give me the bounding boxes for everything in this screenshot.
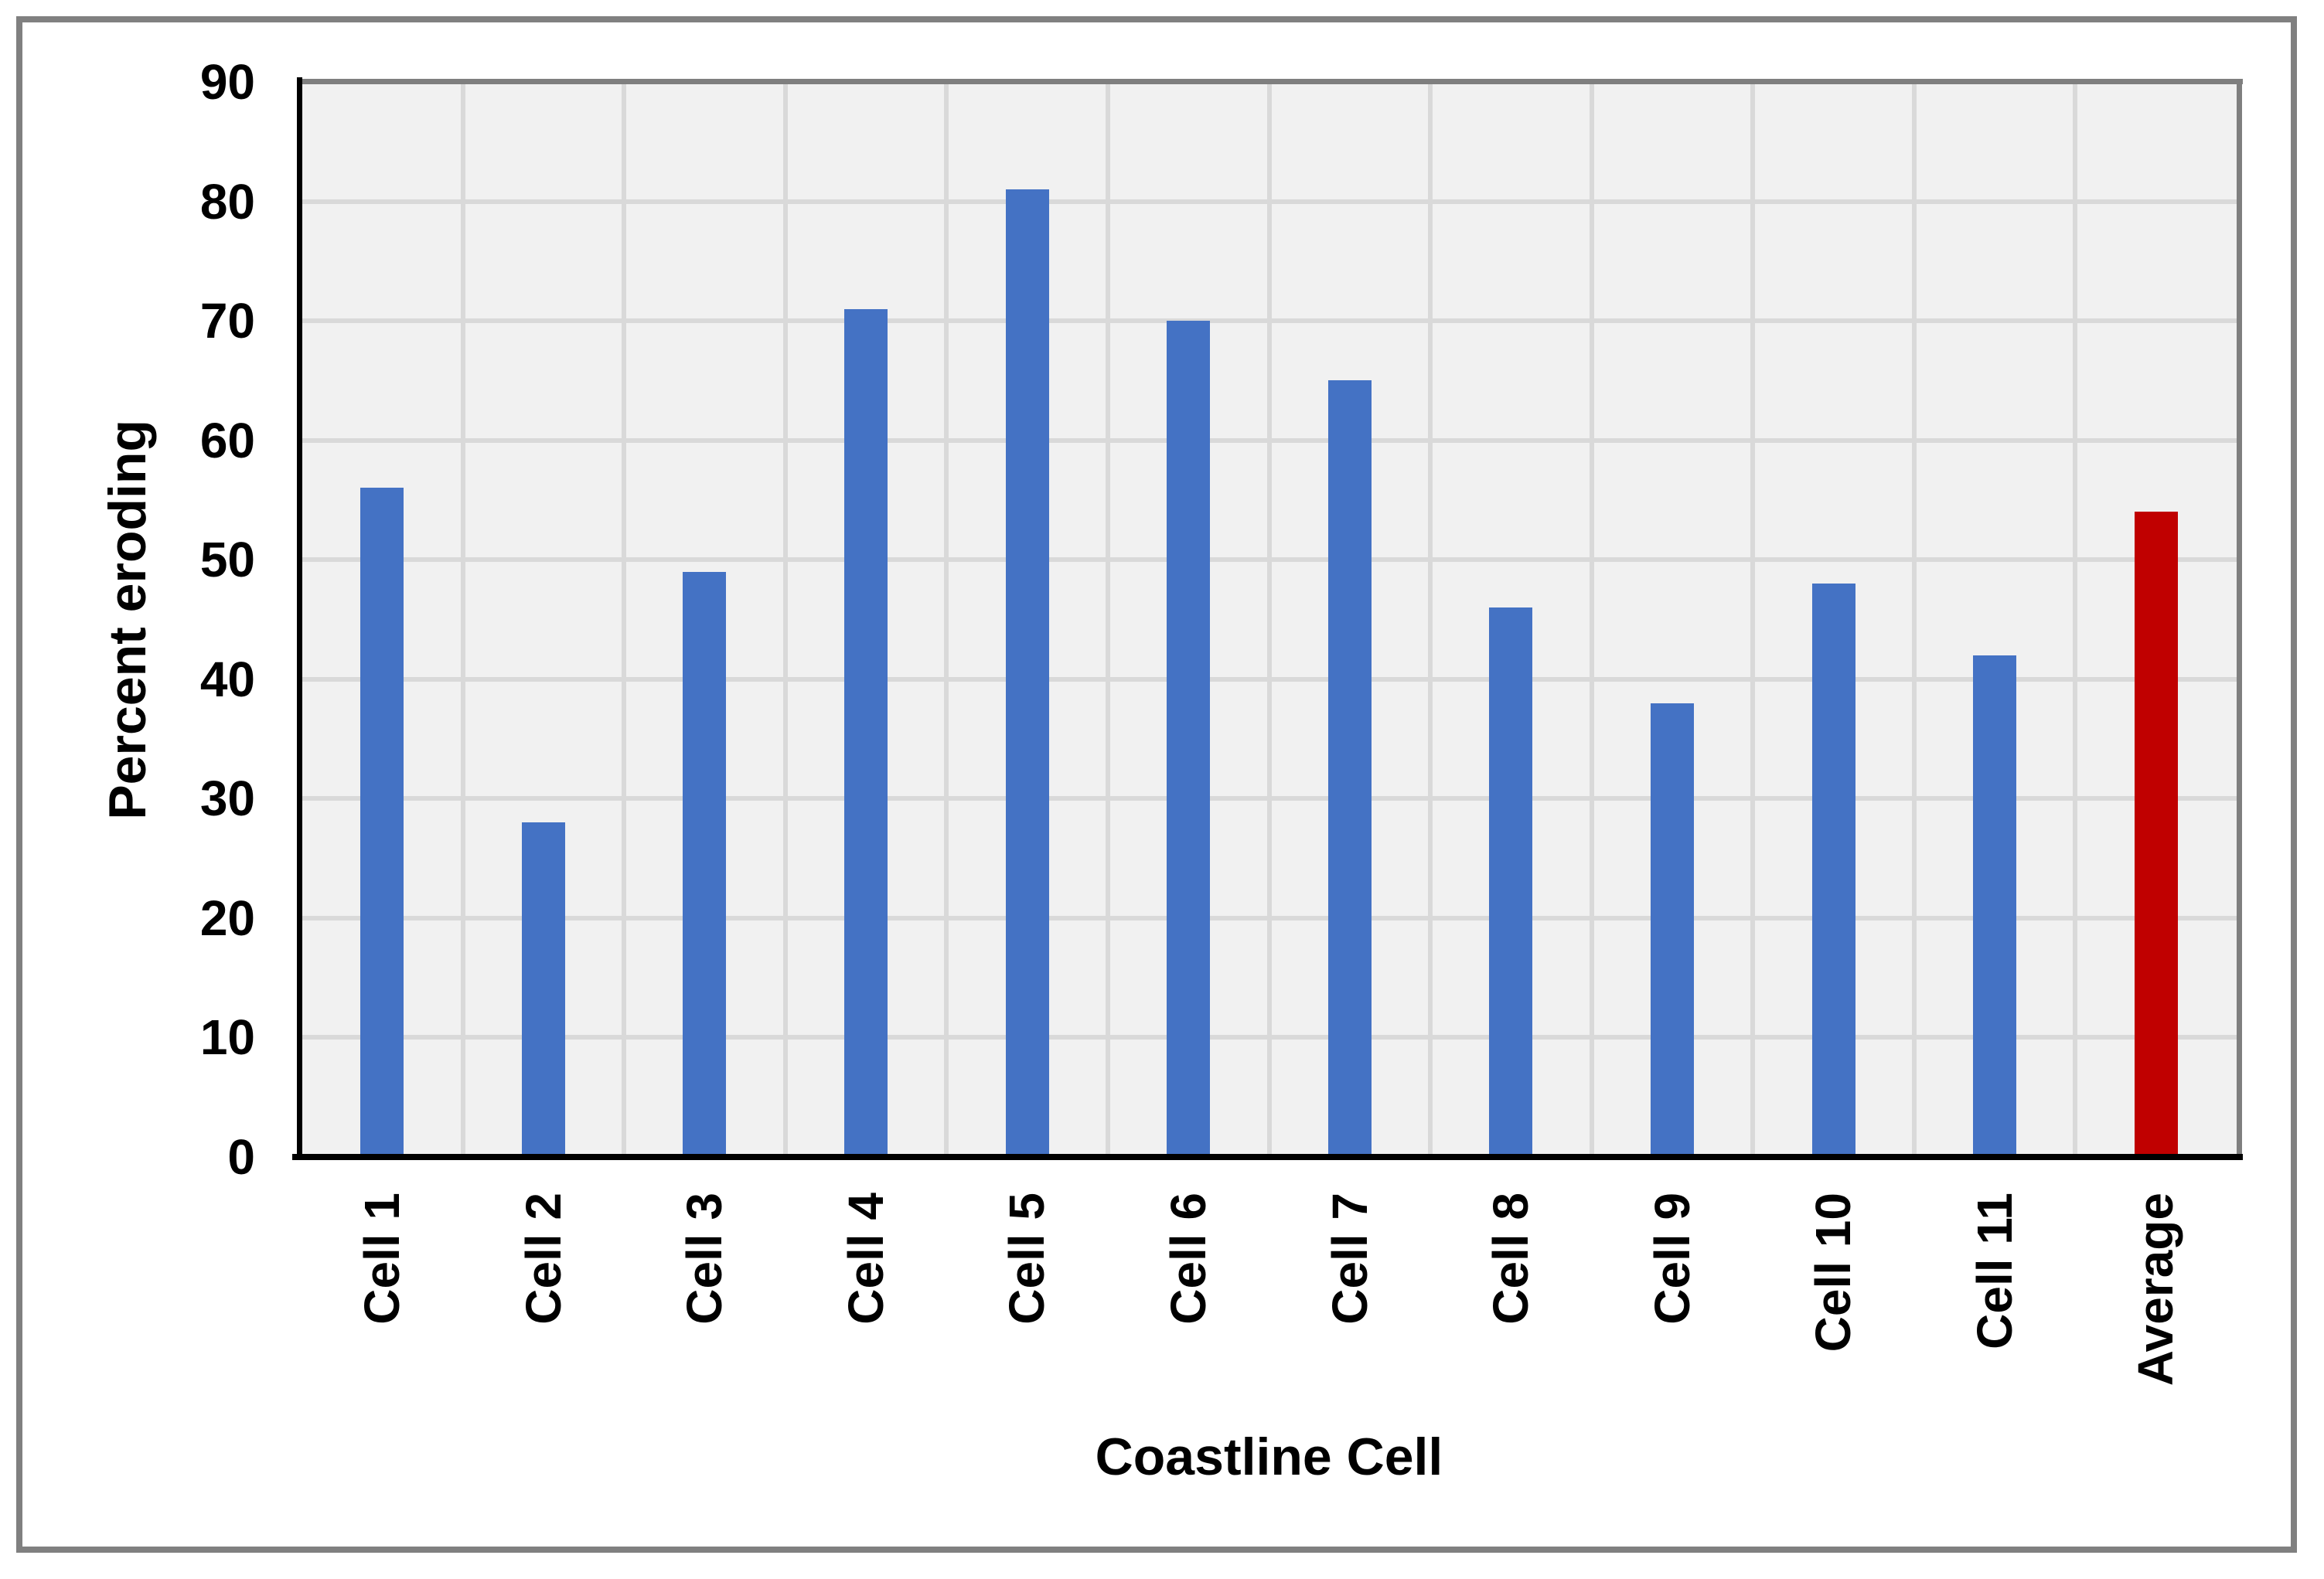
y-axis-title: Percent eroding <box>98 419 157 820</box>
bar-cell-10 <box>1812 584 1855 1157</box>
y-axis-line <box>297 77 302 1160</box>
v-gridline <box>461 82 465 1157</box>
v-gridline <box>2073 82 2077 1157</box>
bar-cell-8 <box>1489 607 1532 1157</box>
v-gridline <box>1267 82 1272 1157</box>
x-tick-label: Cell 1 <box>354 1193 411 1325</box>
y-tick-label: 80 <box>199 174 255 230</box>
x-tick-label: Cell 11 <box>1966 1193 2022 1349</box>
x-tick-label: Cell 3 <box>676 1193 733 1325</box>
v-gridline <box>622 82 626 1157</box>
x-tick-label: Cell 5 <box>999 1193 1055 1325</box>
y-tick-label: 60 <box>199 413 255 468</box>
bar-cell-7 <box>1328 380 1372 1157</box>
bar-cell-5 <box>1006 189 1049 1157</box>
v-gridline <box>1912 82 1917 1157</box>
bar-cell-6 <box>1167 321 1210 1157</box>
v-gridline <box>944 82 949 1157</box>
plot-top-border <box>300 79 2243 84</box>
plot-right-border <box>2237 79 2242 1158</box>
v-gridline <box>1750 82 1755 1157</box>
y-tick-label: 30 <box>199 771 255 826</box>
y-tick-label: 70 <box>199 293 255 349</box>
y-tick-label: 0 <box>227 1129 255 1185</box>
x-tick-label: Cell 10 <box>1805 1193 1862 1353</box>
bar-cell-4 <box>844 309 888 1157</box>
bar-cell-11 <box>1973 655 2016 1157</box>
x-tick-label: Cell 4 <box>837 1193 894 1325</box>
x-tick-label: Cell 6 <box>1160 1193 1216 1325</box>
x-axis-line <box>292 1154 2243 1160</box>
x-axis-title: Coastline Cell <box>1095 1428 1443 1486</box>
x-tick-label: Cell 8 <box>1483 1193 1539 1325</box>
y-tick-label: 20 <box>199 890 255 946</box>
bar-cell-1 <box>360 488 404 1157</box>
bar-cell-3 <box>683 572 726 1157</box>
y-axis-title-box: Percent eroding <box>89 82 166 1157</box>
x-tick-label: Cell 7 <box>1321 1193 1378 1325</box>
y-tick-label: 90 <box>199 54 255 110</box>
bar-cell-2 <box>522 822 565 1157</box>
v-gridline <box>1106 82 1110 1157</box>
bar-cell-9 <box>1651 703 1694 1157</box>
v-gridline <box>1428 82 1433 1157</box>
y-tick-label: 10 <box>199 1009 255 1065</box>
x-tick-label: Cell 9 <box>1644 1193 1700 1325</box>
y-tick-label: 40 <box>199 652 255 707</box>
bar-average <box>2135 512 2178 1157</box>
x-tick-label: Average <box>2128 1193 2184 1387</box>
v-gridline <box>783 82 788 1157</box>
y-tick-label: 50 <box>199 532 255 587</box>
x-tick-label: Cell 2 <box>515 1193 571 1325</box>
v-gridline <box>1590 82 1594 1157</box>
